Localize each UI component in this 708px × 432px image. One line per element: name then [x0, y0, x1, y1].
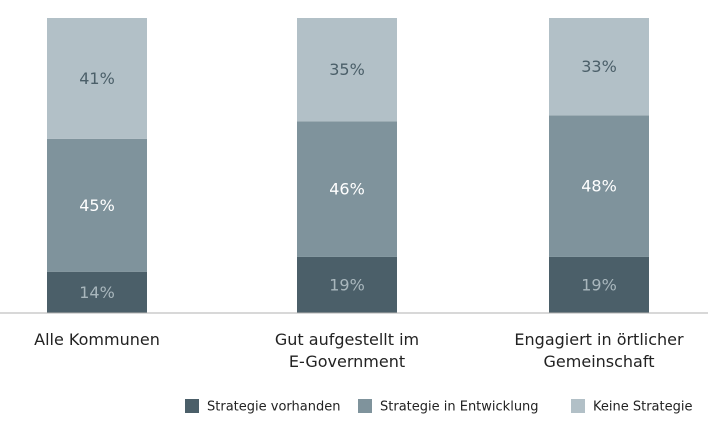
value-label: 35%: [329, 60, 365, 79]
bar-segment: [549, 256, 649, 313]
legend-label: Strategie vorhanden: [207, 400, 340, 415]
value-label: 41%: [79, 69, 115, 88]
legend-label: Strategie in Entwicklung: [380, 400, 539, 415]
value-label: 33%: [581, 57, 617, 76]
bar-segment: [47, 271, 147, 313]
value-label: 19%: [581, 275, 617, 294]
x-category-label: Alle Kommunen: [34, 330, 160, 349]
legend-swatch: [571, 399, 585, 413]
bar-segment: [47, 138, 147, 272]
value-label: 14%: [79, 283, 115, 302]
bar-segment: [549, 115, 649, 257]
bar-segment: [549, 18, 649, 116]
legend-swatch: [358, 399, 372, 413]
bar-segment: [297, 18, 397, 122]
value-label: 46%: [329, 180, 365, 199]
value-label: 48%: [581, 177, 617, 196]
value-label: 19%: [329, 275, 365, 294]
bar-segment: [297, 256, 397, 313]
bar-segment: [47, 18, 147, 139]
x-category-label: Gut aufgestellt im E-Government: [274, 330, 420, 371]
legend-swatch: [185, 399, 199, 413]
value-label: 45%: [79, 196, 115, 215]
legend-label: Keine Strategie: [593, 400, 692, 415]
x-category-label: Engagiert in örtlicher Gemeinschaft: [514, 330, 684, 371]
bar-segment: [297, 121, 397, 257]
